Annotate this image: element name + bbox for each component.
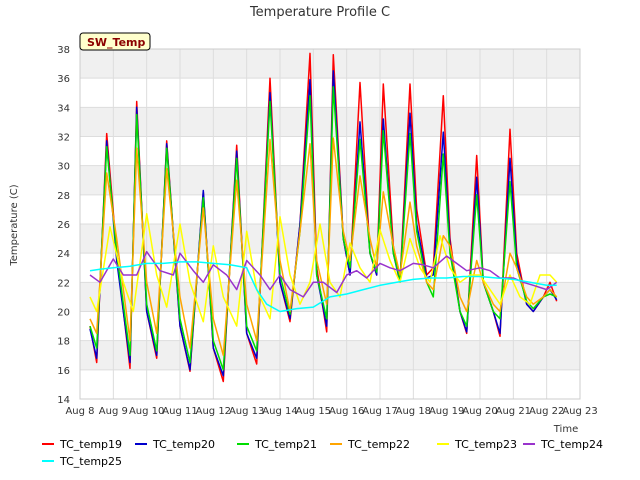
x-tick-label: Aug 15: [296, 406, 331, 417]
x-tick-label: Aug 17: [362, 406, 397, 417]
plot-band: [80, 49, 580, 79]
x-tick-label: Aug 18: [396, 406, 431, 417]
plot-band: [80, 369, 580, 399]
x-tick-label: Aug 9: [99, 406, 128, 417]
y-tick-labels: 14 16 18 20 22 24 26 28 30 32 34 36 38: [57, 45, 70, 406]
y-axis-label: Temperature (C): [9, 184, 20, 266]
plot-frame: [79, 48, 581, 400]
legend-label: TC_temp24: [540, 438, 603, 451]
x-tick-label: Aug 14: [262, 406, 297, 417]
x-tick-label: Aug 11: [162, 406, 197, 417]
legend-label: TC_temp20: [152, 438, 215, 451]
y-tick-label: 38: [57, 45, 70, 56]
series-lines: [89, 52, 558, 383]
y-tick-label: 34: [57, 103, 70, 114]
x-tick-label: Aug 10: [129, 406, 164, 417]
series-line-tc-temp23: [89, 213, 558, 327]
series-line-tc-temp22: [89, 137, 558, 357]
x-tick-label: Aug 12: [196, 406, 231, 417]
y-tick-label: 22: [57, 278, 70, 289]
x-tick-label: Aug 19: [429, 406, 464, 417]
y-tick-label: 16: [57, 366, 70, 377]
legend-label: TC_temp23: [454, 438, 517, 451]
y-tick-label: 32: [57, 133, 70, 144]
plot-band: [80, 107, 580, 137]
y-tick-label: 20: [57, 308, 70, 319]
legend-label: TC_temp25: [59, 455, 122, 468]
series-line-tc-temp24: [89, 250, 558, 298]
y-tick-label: 28: [57, 191, 70, 202]
plot-band: [80, 340, 580, 370]
x-tick-label: Aug 22: [529, 406, 564, 417]
chart-title: Temperature Profile C: [249, 5, 390, 20]
badge-label: SW_Temp: [87, 36, 146, 49]
legend: TC_temp19 TC_temp20 TC_temp21 TC_temp22 TC_t…: [42, 438, 603, 468]
x-tick-label: Aug 20: [462, 406, 497, 417]
legend-label: TC_temp19: [59, 438, 122, 451]
x-tick-label: Aug 8: [65, 406, 94, 417]
series-line-tc-temp25: [89, 261, 557, 313]
sw-temp-badge: SW_Temp: [79, 32, 151, 51]
plot-band: [80, 136, 580, 166]
legend-label: TC_temp22: [347, 438, 410, 451]
x-tick-label: Aug 21: [496, 406, 531, 417]
y-tick-label: 30: [57, 162, 70, 173]
y-tick-label: 26: [57, 220, 70, 231]
plot-band: [80, 78, 580, 108]
y-tick-label: 18: [57, 337, 70, 348]
y-tick-label: 36: [57, 74, 70, 85]
x-tick-label: Aug 13: [229, 406, 264, 417]
legend-label: TC_temp21: [254, 438, 317, 451]
y-tick-label: 24: [57, 249, 70, 260]
x-axis-label: Time: [553, 424, 578, 435]
x-tick-label: Aug 16: [329, 406, 364, 417]
x-tick-label: Aug 23: [562, 406, 597, 417]
y-tick-label: 14: [57, 395, 70, 406]
